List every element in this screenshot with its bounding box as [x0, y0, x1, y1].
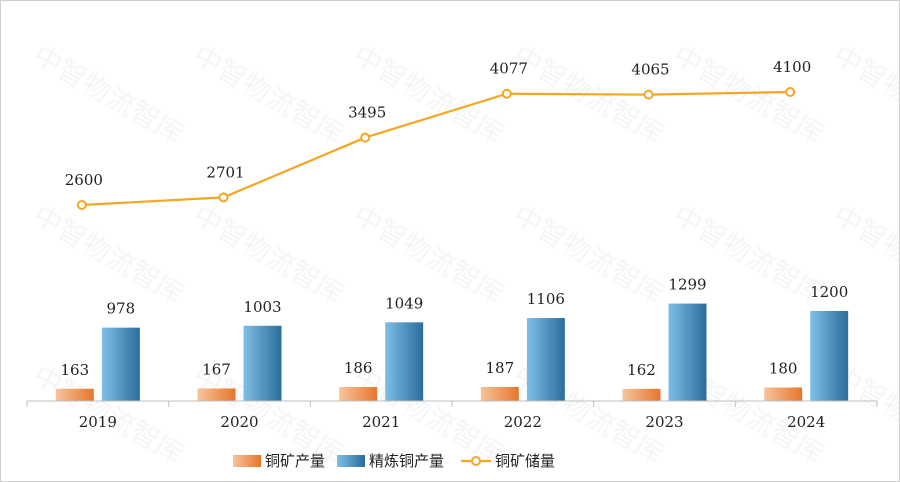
line-layer	[76, 87, 796, 210]
x-tick-label: 2022	[504, 413, 542, 431]
data-label-bar1: 180	[769, 360, 798, 378]
legend-label-bar2: 精炼铜产量	[369, 452, 444, 470]
bar-copper-ore-production	[55, 388, 94, 401]
legend-swatch-line-marker	[471, 456, 481, 466]
data-label-bar2: 1299	[668, 276, 706, 294]
x-tick-label: 2024	[787, 413, 825, 431]
line-point	[785, 87, 796, 97]
bar-copper-ore-production	[197, 388, 236, 401]
watermark-text: 中智物流智库	[668, 198, 830, 311]
bar-refined-copper-production	[385, 322, 424, 401]
data-label-line: 4100	[773, 58, 811, 76]
legend: 铜矿产量 精炼铜产量 铜矿储量	[233, 452, 555, 470]
data-label-bar2: 1003	[243, 298, 281, 316]
watermark-text: 中智物流智库	[28, 198, 190, 311]
x-tick-label: 2021	[362, 413, 400, 431]
line-point	[501, 88, 512, 99]
legend-swatch-bar1	[233, 455, 261, 467]
legend-swatch-bar2	[337, 455, 365, 467]
data-label-bar2: 978	[107, 300, 136, 318]
bar-refined-copper-production	[101, 327, 140, 401]
data-label-bar1: 167	[202, 360, 231, 378]
bar-copper-ore-production	[622, 388, 661, 401]
legend-label-bar1: 铜矿产量	[265, 452, 325, 470]
data-label-line: 3495	[348, 104, 386, 122]
bar-refined-copper-production	[526, 318, 565, 401]
line-copper-reserves	[81, 90, 791, 207]
data-label-bar1: 163	[61, 361, 90, 379]
line-point	[360, 132, 371, 143]
data-label-bar1: 162	[627, 361, 656, 379]
watermark-text: 中智物流智库	[348, 198, 510, 311]
line-point	[218, 192, 229, 203]
legend-label-line: 铜矿储量	[495, 452, 555, 470]
data-label-line: 2600	[65, 171, 103, 189]
bar-copper-ore-production	[480, 386, 519, 401]
data-label-line: 4065	[631, 61, 669, 79]
data-label-bar2: 1106	[527, 290, 565, 308]
data-label-line: 2701	[206, 163, 244, 181]
x-tick-label: 2019	[79, 413, 117, 431]
data-label-bar2: 1049	[385, 294, 423, 312]
line-point	[643, 89, 654, 100]
bar-refined-copper-production	[243, 325, 282, 401]
watermark-text: 中智物流智库	[828, 38, 900, 151]
x-axis: 2019 2020 2021 2022 2023 2024	[26, 400, 878, 431]
data-label-bar2: 1200	[810, 283, 848, 301]
bar-refined-copper-production	[668, 303, 707, 401]
label-layer: 163 978 167 1003 186 1049 187 1106 162 1299 180 120…	[61, 58, 849, 379]
watermark-text: 中智物流智库	[28, 38, 190, 151]
watermark-text: 中智物流智库	[348, 38, 510, 151]
data-label-bar1: 187	[486, 359, 515, 377]
bar-refined-copper-production	[810, 311, 849, 401]
x-tick-label: 2023	[645, 413, 683, 431]
watermark-text: 中智物流智库	[188, 38, 350, 151]
x-tick-label: 2020	[220, 413, 258, 431]
data-label-line: 4077	[490, 60, 528, 78]
data-label-bar1: 186	[344, 359, 373, 377]
bar-copper-ore-production	[339, 387, 378, 401]
line-point	[76, 200, 87, 210]
bar-layer	[55, 303, 849, 401]
watermark-text: 中智物流智库	[188, 198, 350, 311]
bar-copper-ore-production	[764, 387, 803, 401]
watermark-layer: 中智物流智库中智物流智库中智物流智库中智物流智库中智物流智库中智物流智库中智物流…	[28, 38, 900, 471]
